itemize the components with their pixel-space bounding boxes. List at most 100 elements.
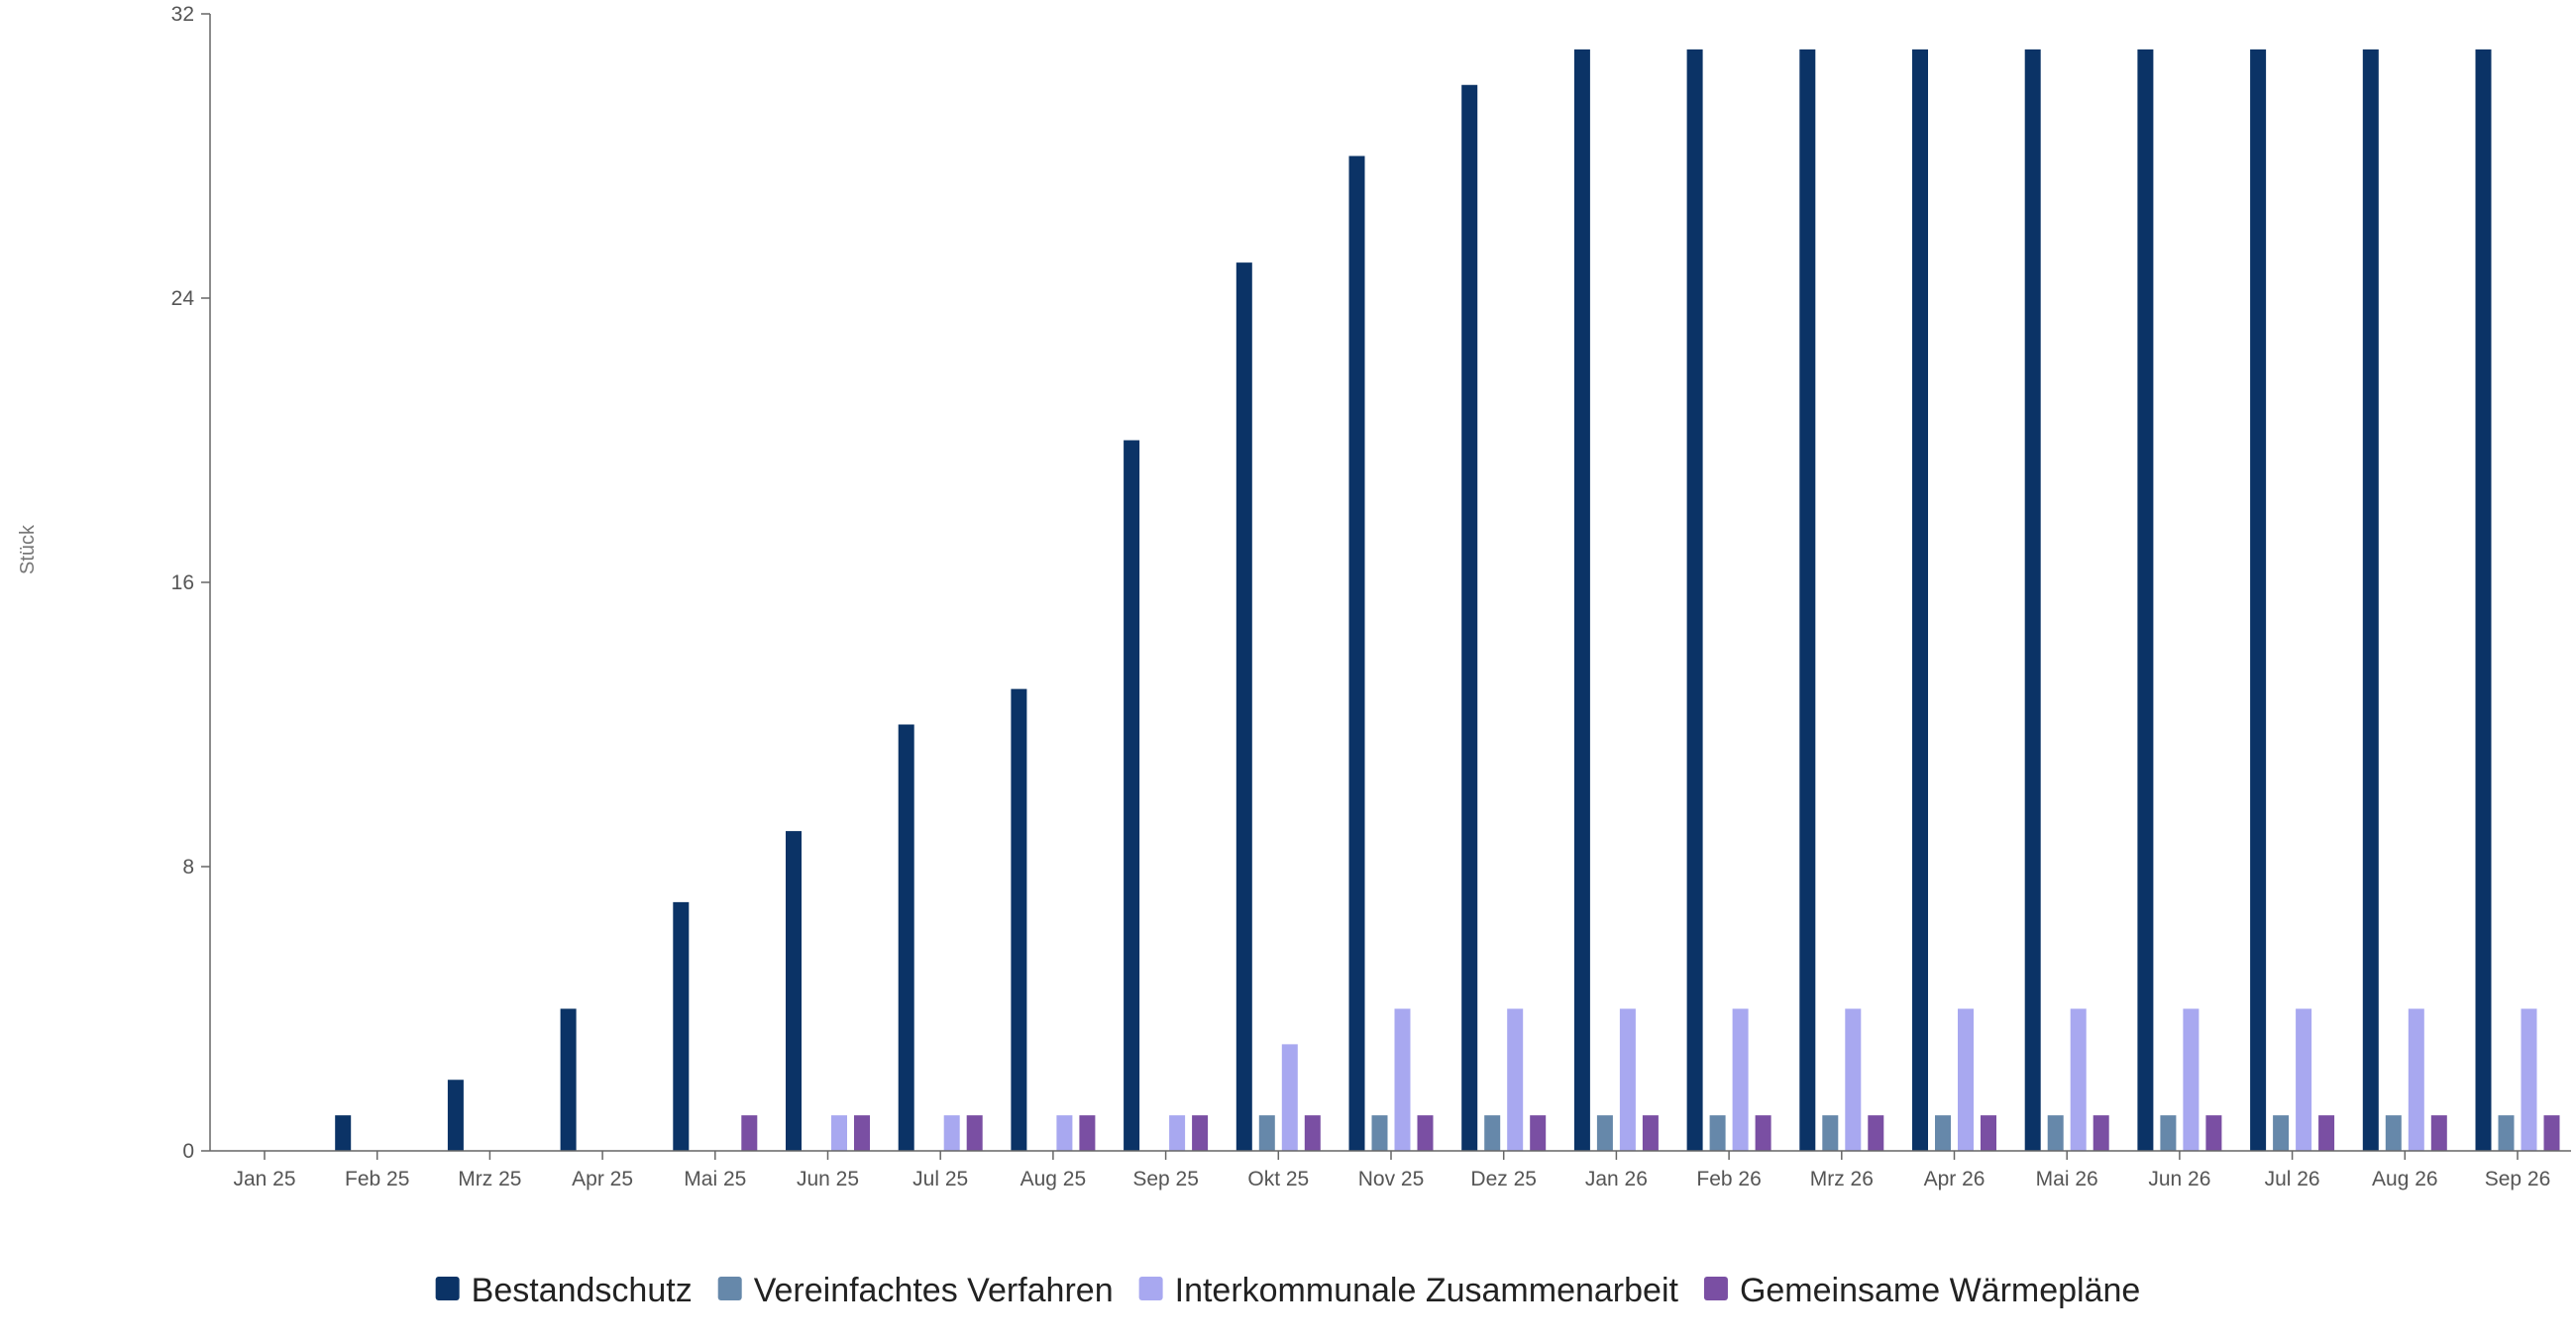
bar [2408, 1008, 2424, 1151]
x-tick-label: Mai 26 [2036, 1168, 2098, 1190]
bar [1124, 440, 1140, 1151]
bar [1011, 688, 1027, 1151]
bar [2362, 49, 2379, 1151]
bar [1235, 262, 1252, 1151]
bar [2385, 1115, 2402, 1151]
x-tick-label: Sep 25 [1132, 1168, 1199, 1190]
y-tick-label: 32 [171, 3, 194, 26]
legend-swatch [435, 1277, 460, 1300]
bar [1348, 155, 1365, 1151]
bar [898, 724, 914, 1151]
bar [1192, 1115, 1209, 1151]
x-tick-label: Sep 26 [2485, 1168, 2551, 1190]
bar [1258, 1115, 1275, 1151]
bar [1417, 1115, 1434, 1151]
x-tick-label: Nov 25 [1358, 1168, 1425, 1190]
bar [943, 1115, 960, 1151]
bar [1981, 1115, 1996, 1151]
x-tick-label: Jan 26 [1585, 1168, 1648, 1190]
bar [1935, 1115, 1951, 1151]
legend-item[interactable]: Vereinfachtes Verfahren [717, 1272, 1114, 1309]
x-tick-label: Feb 25 [345, 1168, 409, 1190]
bar [1868, 1115, 1884, 1151]
legend-label: Gemeinsame Wärmepläne [1740, 1272, 2140, 1309]
bar [673, 901, 690, 1151]
x-tick-label: Jul 26 [2265, 1168, 2320, 1190]
x-tick-label: Mai 25 [684, 1168, 746, 1190]
bar [1822, 1115, 1839, 1151]
bar [1642, 1115, 1659, 1151]
x-tick-label: Jun 25 [797, 1168, 859, 1190]
bar [1507, 1008, 1524, 1151]
x-tick-label: Jul 25 [912, 1168, 968, 1190]
bar [2521, 1008, 2537, 1151]
bar [1304, 1115, 1321, 1151]
bar [2250, 49, 2267, 1151]
bar [1732, 1008, 1749, 1151]
bar [2093, 1115, 2109, 1151]
bar [2296, 1008, 2312, 1151]
bar [1958, 1008, 1974, 1151]
bar [1371, 1115, 1388, 1151]
bar [1755, 1115, 1771, 1151]
legend-item[interactable]: Bestandschutz [435, 1272, 693, 1309]
bars-group [335, 49, 2560, 1151]
bar [2137, 49, 2154, 1151]
bar [831, 1115, 847, 1151]
bar [2205, 1115, 2222, 1151]
x-tick-label: Dez 25 [1470, 1168, 1537, 1190]
bar [2047, 1115, 2064, 1151]
bar [2430, 1115, 2447, 1151]
bar [1619, 1008, 1636, 1151]
bar [1573, 49, 1590, 1151]
bar [2475, 49, 2492, 1151]
bar [741, 1115, 758, 1151]
bar [2498, 1115, 2515, 1151]
bar [1845, 1008, 1862, 1151]
bar [854, 1115, 870, 1151]
bar [447, 1080, 464, 1151]
bar [2273, 1115, 2290, 1151]
y-tick-label: 0 [182, 1140, 194, 1163]
x-tick-label: Apr 25 [572, 1168, 633, 1190]
bar [1596, 1115, 1613, 1151]
bar [1484, 1115, 1501, 1151]
x-axis-ticks: Jan 25 Feb 25 Mrz 25 Apr 25 Mai 25 Jun 25 Jul … [233, 1151, 2550, 1190]
bar [1530, 1115, 1547, 1151]
x-tick-label: Apr 26 [1924, 1168, 1986, 1190]
x-tick-label: Aug 25 [1020, 1168, 1087, 1190]
legend-label: Interkommunale Zusammenarbeit [1175, 1272, 1679, 1309]
x-tick-label: Feb 26 [1696, 1168, 1761, 1190]
bar [2543, 1115, 2560, 1151]
bar [1912, 49, 1928, 1151]
bar [1461, 84, 1478, 1151]
x-tick-label: Okt 25 [1247, 1168, 1309, 1190]
legend-swatch [1138, 1277, 1163, 1300]
x-tick-label: Mrz 25 [458, 1168, 521, 1190]
y-axis-title: Stück [17, 524, 39, 574]
x-tick-label: Mrz 26 [1810, 1168, 1874, 1190]
bar [966, 1115, 983, 1151]
bar [335, 1115, 352, 1151]
bar [1056, 1115, 1073, 1151]
y-tick-label: 24 [171, 287, 195, 310]
bar [1394, 1008, 1411, 1151]
bar [1686, 49, 1703, 1151]
bar [2160, 1115, 2177, 1151]
y-tick-label: 8 [182, 856, 194, 878]
legend-label: Vereinfachtes Verfahren [754, 1272, 1114, 1309]
bar [786, 831, 802, 1151]
y-axis-ticks: 0 8 16 24 32 [171, 3, 210, 1163]
legend-item[interactable]: Interkommunale Zusammenarbeit [1138, 1272, 1679, 1309]
bar [1799, 49, 1816, 1151]
legend-item[interactable]: Gemeinsame Wärmepläne [1703, 1272, 2140, 1309]
legend-swatch [717, 1277, 742, 1300]
bar [1709, 1115, 1726, 1151]
bar [560, 1008, 577, 1151]
bar [2024, 49, 2041, 1151]
bar [2318, 1115, 2335, 1151]
legend: Bestandschutz Vereinfachtes Verfahren Inte… [435, 1272, 2140, 1309]
y-tick-label: 16 [171, 571, 194, 594]
